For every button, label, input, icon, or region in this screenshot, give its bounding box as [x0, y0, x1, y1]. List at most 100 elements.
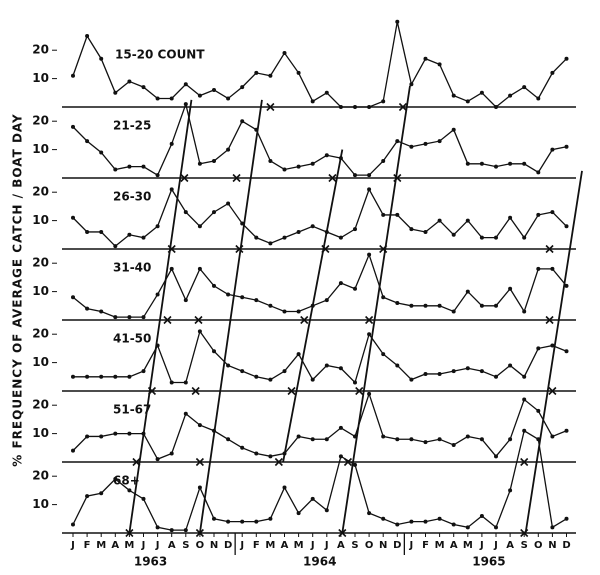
trend-line [199, 99, 263, 534]
data-point [423, 229, 428, 234]
data-point [550, 70, 555, 75]
panel-label: 51-67 [113, 403, 151, 417]
data-point [240, 119, 245, 124]
y-tick-label: 20 [32, 43, 49, 57]
data-point [536, 212, 541, 217]
data-point [127, 488, 132, 493]
data-point [479, 161, 484, 166]
data-point [212, 158, 216, 163]
data-point [409, 377, 414, 382]
x-tick-label: M [124, 540, 134, 551]
trend-line [341, 85, 411, 534]
data-point [395, 19, 400, 24]
data-point [465, 366, 470, 371]
data-point [197, 423, 202, 428]
data-point [113, 431, 118, 436]
cross-marker [300, 315, 309, 325]
x-tick-label: J [239, 540, 244, 551]
data-point [465, 161, 470, 166]
x-tick-label: J [310, 540, 315, 551]
data-point [296, 511, 301, 516]
data-point [508, 363, 513, 368]
data-point [451, 127, 456, 132]
data-point [113, 315, 118, 320]
cross-marker [180, 173, 189, 183]
data-point [240, 519, 245, 524]
cross-marker [195, 457, 204, 467]
data-point [254, 451, 259, 456]
data-point [353, 105, 357, 109]
data-point [296, 309, 301, 314]
cross-marker [355, 386, 364, 396]
data-point [437, 218, 442, 223]
cross-marker [545, 315, 554, 325]
data-point [99, 150, 104, 155]
data-point [226, 437, 231, 442]
data-point [395, 437, 400, 442]
data-point [437, 437, 442, 442]
data-point [479, 303, 484, 308]
data-point [99, 56, 104, 61]
x-tick-label: D [224, 540, 232, 551]
cross-marker [548, 386, 557, 396]
data-point [451, 522, 456, 527]
data-point [367, 332, 372, 337]
data-point [212, 349, 216, 354]
data-point [226, 363, 231, 368]
data-point [155, 173, 160, 178]
data-point [226, 292, 231, 297]
cross-marker [191, 386, 200, 396]
data-point [536, 346, 541, 351]
data-point [353, 227, 357, 232]
y-tick-label: 20 [32, 114, 49, 128]
data-point [324, 90, 329, 95]
data-point [310, 437, 315, 442]
x-tick-label: S [521, 540, 528, 551]
data-point [310, 161, 315, 166]
data-point [564, 283, 569, 288]
data-point [324, 298, 329, 303]
data-point [395, 212, 400, 217]
data-point [522, 85, 527, 90]
data-point [254, 70, 259, 75]
data-point [522, 161, 527, 166]
data-point [85, 374, 90, 379]
data-point [564, 428, 569, 433]
data-point [522, 428, 527, 433]
data-point [451, 369, 456, 374]
data-point [296, 164, 301, 169]
data-point [254, 235, 259, 240]
data-point [296, 229, 301, 234]
data-point [423, 440, 428, 445]
data-point [324, 363, 329, 368]
data-point [338, 105, 343, 109]
data-point [465, 434, 470, 439]
data-point [381, 352, 386, 357]
data-point [282, 369, 287, 374]
data-point [212, 210, 216, 215]
data-point [85, 229, 90, 234]
data-point [423, 371, 428, 376]
data-point [197, 266, 202, 271]
series-line [72, 252, 568, 318]
x-tick-label: J [70, 540, 75, 551]
data-point [324, 153, 329, 158]
data-point [183, 210, 188, 215]
y-tick-label: 20 [32, 469, 49, 483]
series-line [72, 101, 567, 177]
y-tick-label: 20 [32, 327, 49, 341]
data-point [183, 82, 188, 87]
data-point [522, 235, 527, 240]
panel-label: 15-20 COUNT [115, 48, 205, 62]
data-point [71, 448, 75, 453]
data-point [494, 454, 498, 459]
data-point [127, 315, 132, 320]
data-point [338, 281, 343, 286]
x-tick-label: N [379, 540, 387, 551]
cross-marker [194, 315, 203, 325]
data-point [550, 434, 555, 439]
data-point [169, 380, 174, 385]
data-point [99, 434, 104, 439]
data-point [197, 224, 202, 229]
data-point [268, 454, 273, 459]
